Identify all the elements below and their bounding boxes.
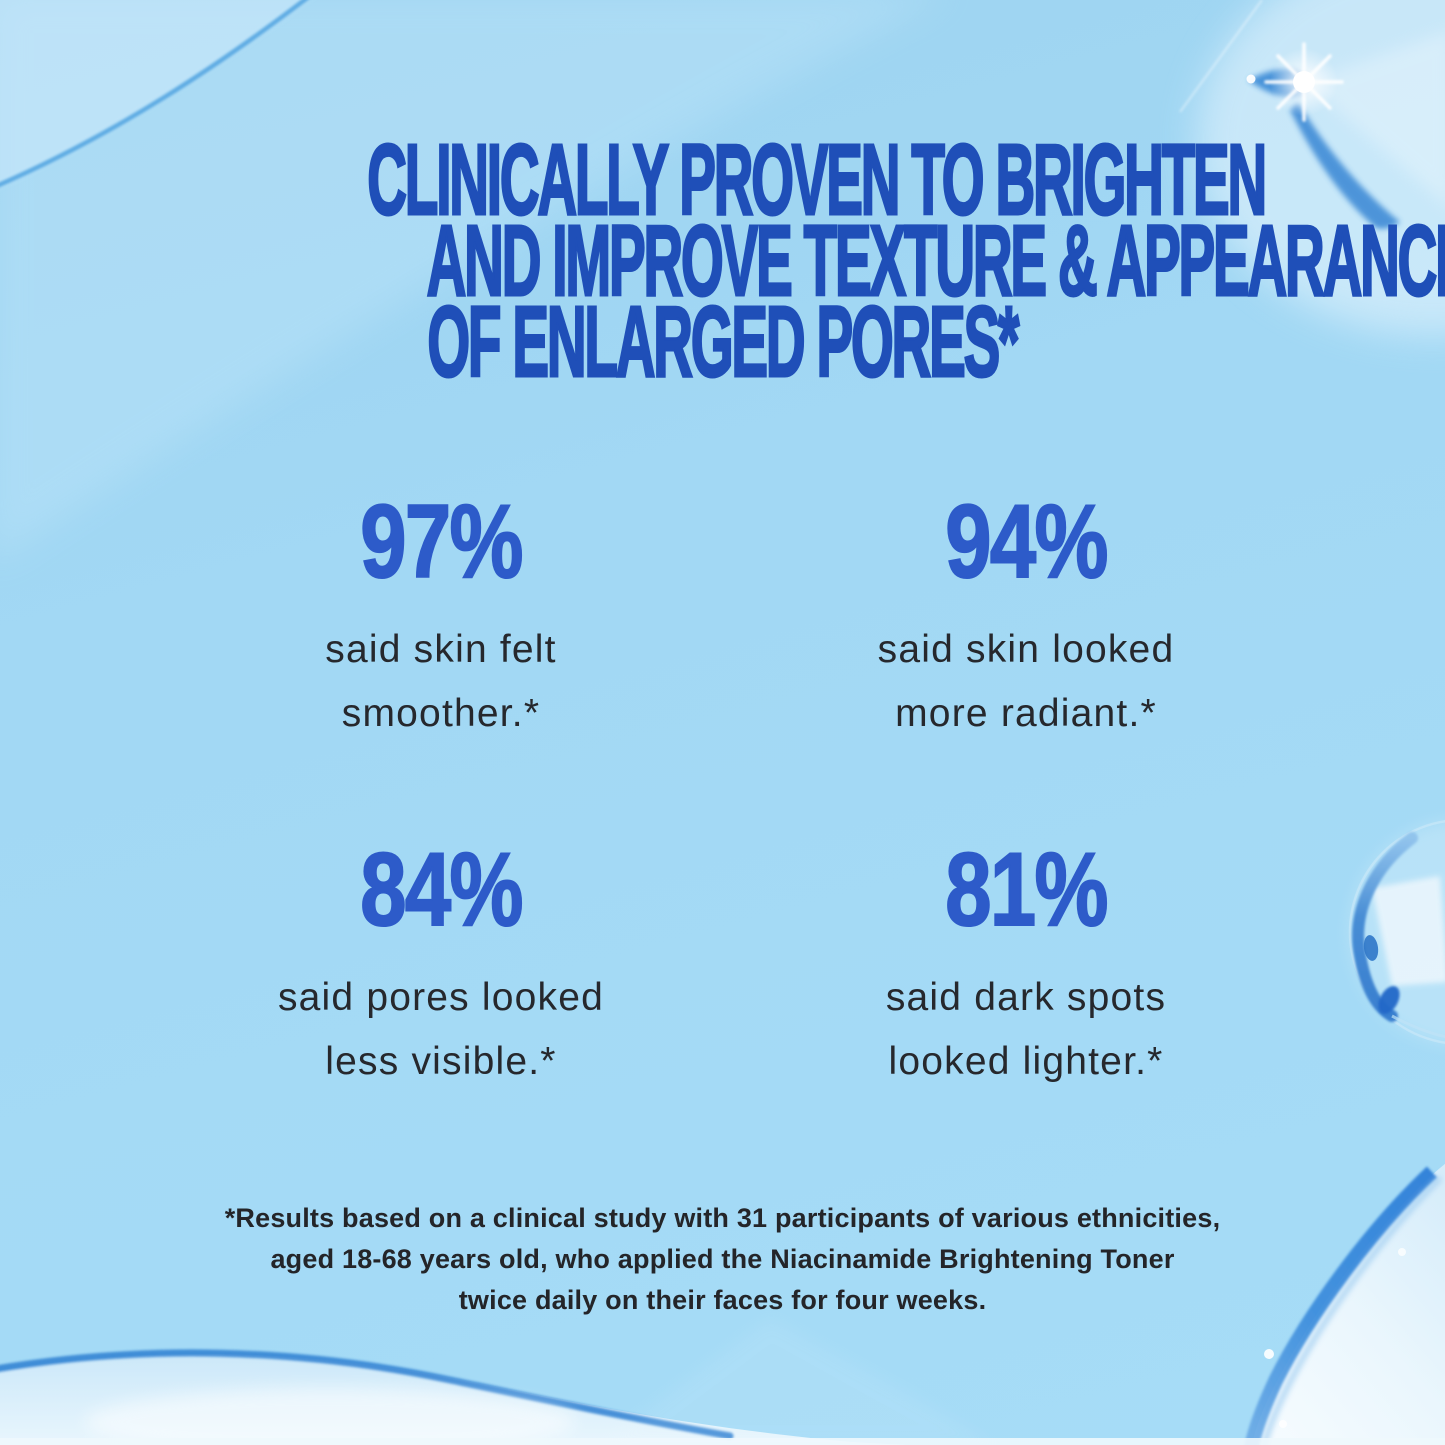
water-droplet-top-left — [0, 0, 936, 559]
stat-pores-less-visible: 84% said pores looked less visible.* — [141, 832, 741, 1094]
stat-value: 94% — [944, 484, 1109, 600]
headline-line-1: CLINICALLY PROVEN TO BRIGHTEN — [366, 124, 1268, 236]
headline: CLINICALLY PROVEN TO BRIGHTEN AND IMPROV… — [0, 124, 1445, 398]
stat-value: 81% — [944, 832, 1109, 948]
bubble-right-middle — [1348, 820, 1445, 1044]
stat-skin-radiant: 94% said skin looked more radiant.* — [726, 484, 1326, 746]
water-wave-bottom-left — [0, 1318, 1445, 1445]
stat-label: said dark spots looked lighter.* — [885, 976, 1167, 1083]
stat-label: said skin looked more radiant.* — [877, 628, 1175, 735]
water-droplet-top-right-with-sparkle — [1179, 0, 1445, 335]
stat-label: said pores looked less visible.* — [277, 976, 605, 1083]
stat-label: said skin felt smoother.* — [325, 628, 557, 735]
footnote: *Results based on a clinical study with … — [224, 1203, 1221, 1315]
headline-line-3: OF ENLARGED PORES* — [427, 286, 1021, 398]
stat-value: 97% — [359, 484, 524, 600]
stat-dark-spots-lighter: 81% said dark spots looked lighter.* — [726, 832, 1326, 1094]
water-droplet-bottom-right — [1244, 1163, 1445, 1445]
stat-skin-smoother: 97% said skin felt smoother.* — [141, 484, 741, 746]
stat-value: 84% — [359, 832, 524, 948]
headline-line-2: AND IMPROVE TEXTURE & APPEARANCE — [426, 205, 1445, 317]
